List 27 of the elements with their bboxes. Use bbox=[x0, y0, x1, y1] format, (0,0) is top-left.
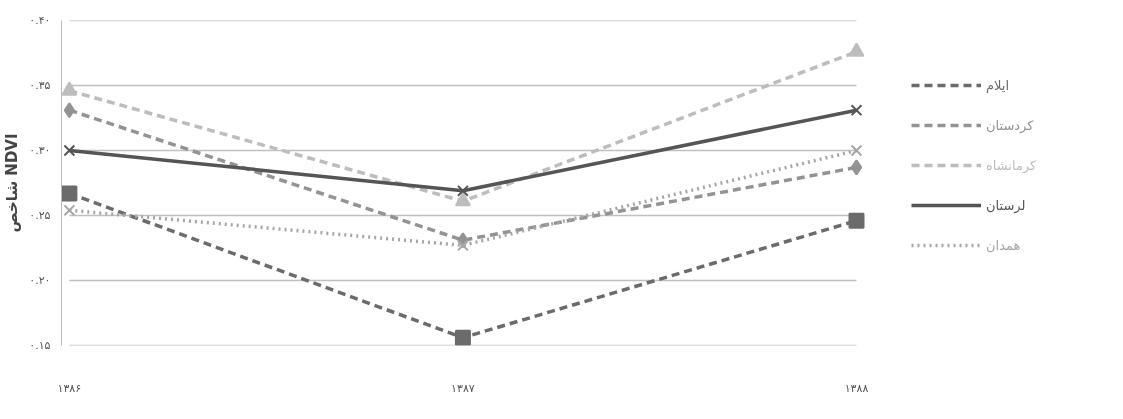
point bbox=[61, 185, 78, 202]
x-tick-label: ۱۳۸۷ bbox=[451, 381, 475, 395]
y-tick-label: ۰.۱۵ bbox=[29, 339, 51, 352]
point bbox=[850, 104, 863, 117]
point bbox=[454, 192, 471, 207]
x-tick-label: ۱۳۸۸ bbox=[844, 381, 869, 395]
text: کردستان bbox=[986, 117, 1034, 133]
point bbox=[850, 144, 863, 157]
y-tick-label: ۰.۲۵ bbox=[29, 209, 51, 222]
y-tick-label: ۰.۳۵ bbox=[29, 79, 51, 92]
y-axis-title: شاخص NDVI bbox=[3, 133, 22, 233]
y-tick-label: ۰.۴۰ bbox=[29, 14, 51, 27]
point bbox=[63, 144, 76, 157]
text: کرمانشاه bbox=[986, 157, 1037, 173]
text: ایلام bbox=[986, 77, 1010, 93]
point bbox=[454, 329, 471, 346]
point bbox=[63, 204, 76, 217]
text: لرستان bbox=[986, 197, 1026, 213]
x-tick-label: ۱۳۸۶ bbox=[57, 381, 82, 395]
point bbox=[848, 212, 865, 229]
point bbox=[63, 102, 76, 119]
text: همدان bbox=[986, 237, 1021, 253]
point bbox=[456, 239, 469, 252]
y-tick-label: ۰.۲۰ bbox=[29, 274, 51, 287]
point bbox=[850, 159, 863, 176]
point bbox=[456, 184, 469, 197]
y-tick-label: ۰.۳۰ bbox=[29, 144, 51, 157]
